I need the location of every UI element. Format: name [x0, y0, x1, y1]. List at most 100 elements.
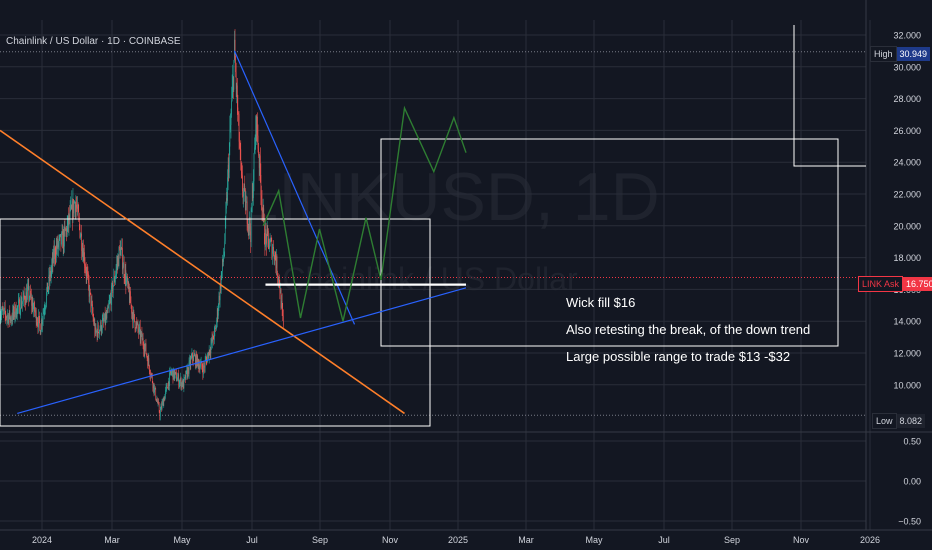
- candle-body: [120, 247, 122, 249]
- candle-body: [278, 277, 280, 281]
- candle-body: [195, 353, 197, 366]
- candle-body: [202, 369, 204, 375]
- candle-body: [235, 60, 236, 73]
- candle-body: [53, 249, 55, 259]
- candle-body: [23, 292, 24, 298]
- candle-body: [49, 270, 51, 281]
- secondary-tick-label: 0.50: [903, 437, 921, 447]
- candle-body: [275, 259, 277, 269]
- candle-body: [251, 207, 253, 210]
- candle-body: [89, 289, 90, 297]
- candle-body: [274, 252, 276, 260]
- candle-body: [108, 302, 110, 306]
- candle-body: [155, 388, 157, 399]
- candle-body: [26, 290, 28, 302]
- candle-body: [60, 234, 62, 245]
- candle-body: [57, 238, 58, 249]
- candle-body: [261, 198, 263, 212]
- candle-body: [99, 330, 100, 335]
- candle-body: [37, 323, 39, 328]
- candle-body: [191, 352, 193, 358]
- candle-body: [280, 289, 282, 308]
- time-tick-label: 2025: [448, 535, 468, 545]
- candle-body: [88, 274, 89, 283]
- candle-body: [160, 405, 162, 411]
- time-tick-label: Jul: [246, 535, 258, 545]
- candle-body: [205, 359, 207, 361]
- candle-body: [6, 317, 7, 319]
- candle-body: [68, 214, 70, 226]
- candle-body: [85, 270, 87, 276]
- candle-body: [92, 304, 93, 314]
- candle-body: [266, 229, 268, 246]
- candle-body: [273, 246, 274, 256]
- candle-body: [108, 305, 109, 309]
- candle-body: [66, 228, 68, 235]
- candle-body: [39, 324, 41, 335]
- candle-body: [46, 282, 48, 293]
- candle-body: [67, 216, 69, 225]
- candle-body: [183, 380, 184, 389]
- candle-body: [253, 181, 254, 199]
- candle-body: [282, 308, 284, 316]
- candle-body: [59, 235, 61, 238]
- candle-body: [76, 207, 78, 209]
- candle-body: [73, 202, 75, 214]
- candle-body: [116, 263, 117, 270]
- candle-body: [30, 297, 32, 298]
- candle-body: [18, 299, 20, 301]
- candle-body: [100, 321, 101, 330]
- candle-body: [256, 116, 258, 133]
- candle-body: [257, 116, 258, 136]
- candle-body: [172, 370, 173, 372]
- candle-body: [86, 271, 88, 276]
- candle-body: [94, 322, 96, 334]
- candle-body: [197, 360, 199, 368]
- candle-body: [61, 233, 62, 245]
- watermark-ticker: LINKUSD, 1D: [240, 159, 659, 235]
- candle-body: [252, 190, 254, 199]
- candle-body: [27, 284, 29, 287]
- candle-body: [54, 247, 55, 259]
- candle-body: [254, 145, 256, 148]
- candle-body: [70, 206, 72, 210]
- candle-body: [62, 232, 64, 249]
- candle-body: [146, 355, 148, 359]
- candle-body: [268, 238, 270, 249]
- candle-body: [22, 297, 24, 302]
- candle-body: [24, 297, 26, 303]
- price-tick-label: 10.000: [893, 380, 921, 390]
- price-tick-label: 18.000: [893, 253, 921, 263]
- candle-body: [236, 85, 238, 89]
- candle-body: [145, 343, 147, 354]
- candle-body: [72, 201, 73, 220]
- candle-body: [54, 247, 56, 256]
- candle-body: [204, 360, 206, 368]
- candle-body: [189, 359, 190, 362]
- candle-body: [243, 186, 245, 192]
- candle-body: [119, 247, 120, 249]
- candle-body: [27, 286, 28, 291]
- candle-body: [91, 301, 93, 305]
- candle-body: [181, 382, 182, 388]
- price-tick-label: 24.000: [893, 158, 921, 168]
- candle-body: [175, 372, 177, 374]
- candle-body: [264, 218, 265, 244]
- candle-body: [47, 282, 49, 292]
- candle-body: [272, 250, 273, 258]
- candle-body: [224, 241, 226, 254]
- candle-body: [128, 282, 130, 291]
- candle-body: [243, 191, 244, 197]
- candle-body: [131, 312, 133, 314]
- candle-body: [69, 209, 71, 220]
- candle-body: [69, 214, 70, 220]
- candle-body: [19, 312, 21, 314]
- candle-body: [80, 233, 82, 237]
- candle-body: [251, 190, 253, 208]
- candle-body: [206, 359, 207, 360]
- candle-body: [211, 338, 213, 342]
- candle-body: [277, 274, 278, 278]
- candle-body: [233, 78, 234, 90]
